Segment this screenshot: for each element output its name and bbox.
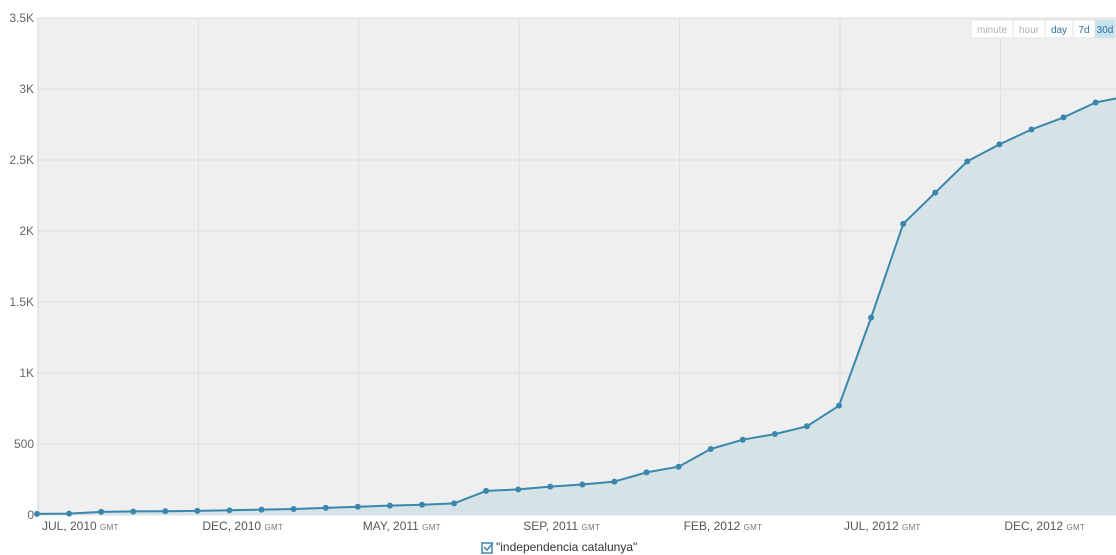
- data-point[interactable]: [451, 500, 458, 507]
- data-point[interactable]: [836, 402, 842, 409]
- range-button-label[interactable]: 30d: [1097, 25, 1114, 36]
- data-point[interactable]: [1092, 99, 1099, 106]
- data-point[interactable]: [483, 487, 490, 494]
- checkbox-check-icon[interactable]: [481, 542, 494, 554]
- data-point[interactable]: [932, 189, 939, 196]
- range-button-label[interactable]: hour: [1019, 25, 1040, 36]
- data-point[interactable]: [386, 502, 393, 509]
- y-tick-label: 0: [27, 508, 34, 522]
- data-point[interactable]: [868, 314, 875, 321]
- data-point[interactable]: [162, 508, 169, 515]
- data-point[interactable]: [900, 220, 907, 227]
- y-axis: 0 500 1K 1.5K 2K 2.5K 3K 3.5K: [9, 11, 34, 522]
- y-tick-label: 2K: [19, 224, 34, 238]
- data-point[interactable]: [130, 508, 137, 515]
- range-button-bg[interactable]: [1094, 19, 1116, 39]
- range-button-label[interactable]: 7d: [1078, 25, 1089, 36]
- data-point[interactable]: [1060, 114, 1067, 121]
- range-selector: minute hour day 7d 30d: [970, 19, 1116, 39]
- x-tick-label: DEC, 2010 GMT: [202, 519, 283, 533]
- data-point[interactable]: [643, 469, 650, 476]
- series-area: [37, 98, 1116, 515]
- data-point[interactable]: [354, 503, 361, 510]
- y-tick-label: 3.5K: [9, 11, 34, 25]
- data-point[interactable]: [1028, 126, 1035, 133]
- data-point[interactable]: [418, 501, 425, 508]
- data-point[interactable]: [579, 481, 586, 488]
- data-point[interactable]: [194, 507, 201, 514]
- series-points: [34, 99, 1099, 517]
- data-point[interactable]: [98, 508, 105, 515]
- y-tick-label: 1K: [19, 366, 34, 380]
- data-point[interactable]: [515, 486, 522, 493]
- range-button-label[interactable]: minute: [977, 25, 1007, 36]
- x-tick-label: SEP, 2011 GMT: [523, 519, 600, 533]
- data-point[interactable]: [290, 506, 297, 513]
- data-point[interactable]: [34, 510, 40, 517]
- y-tick-label: 3K: [19, 82, 34, 96]
- data-point[interactable]: [258, 506, 265, 513]
- data-point[interactable]: [322, 504, 329, 511]
- data-point[interactable]: [803, 423, 810, 430]
- x-tick-label: MAY, 2011 GMT: [363, 519, 441, 533]
- data-point[interactable]: [996, 141, 1003, 148]
- data-point[interactable]: [675, 463, 682, 470]
- x-tick-label: JUL, 2012 GMT: [844, 519, 921, 533]
- data-point[interactable]: [226, 507, 233, 514]
- range-button-30d[interactable]: 30d: [1094, 19, 1116, 39]
- legend[interactable]: "independencia catalunya": [481, 540, 637, 554]
- range-button-day[interactable]: day: [1044, 19, 1074, 39]
- legend-series-label[interactable]: "independencia catalunya": [496, 540, 637, 554]
- range-button-label[interactable]: day: [1051, 25, 1067, 36]
- x-tick-label: FEB, 2012 GMT: [684, 519, 763, 533]
- x-axis: JUL, 2010 GMT DEC, 2010 GMT MAY, 2011 GMT S…: [42, 519, 1085, 533]
- y-tick-label: 1.5K: [9, 295, 34, 309]
- data-point[interactable]: [611, 478, 618, 485]
- data-point[interactable]: [739, 436, 746, 443]
- data-point[interactable]: [66, 510, 73, 517]
- data-point[interactable]: [771, 431, 778, 438]
- y-tick-label: 500: [14, 437, 34, 451]
- data-point[interactable]: [964, 158, 971, 165]
- data-point[interactable]: [547, 483, 554, 490]
- x-tick-label: JUL, 2010 GMT: [42, 519, 119, 533]
- data-point[interactable]: [707, 445, 714, 452]
- y-tick-label: 2.5K: [9, 153, 34, 167]
- x-tick-label: DEC, 2012 GMT: [1004, 519, 1085, 533]
- range-button-minute[interactable]: minute: [970, 19, 1014, 39]
- range-button-7d[interactable]: 7d: [1072, 19, 1096, 39]
- range-button-hour[interactable]: hour: [1012, 19, 1046, 39]
